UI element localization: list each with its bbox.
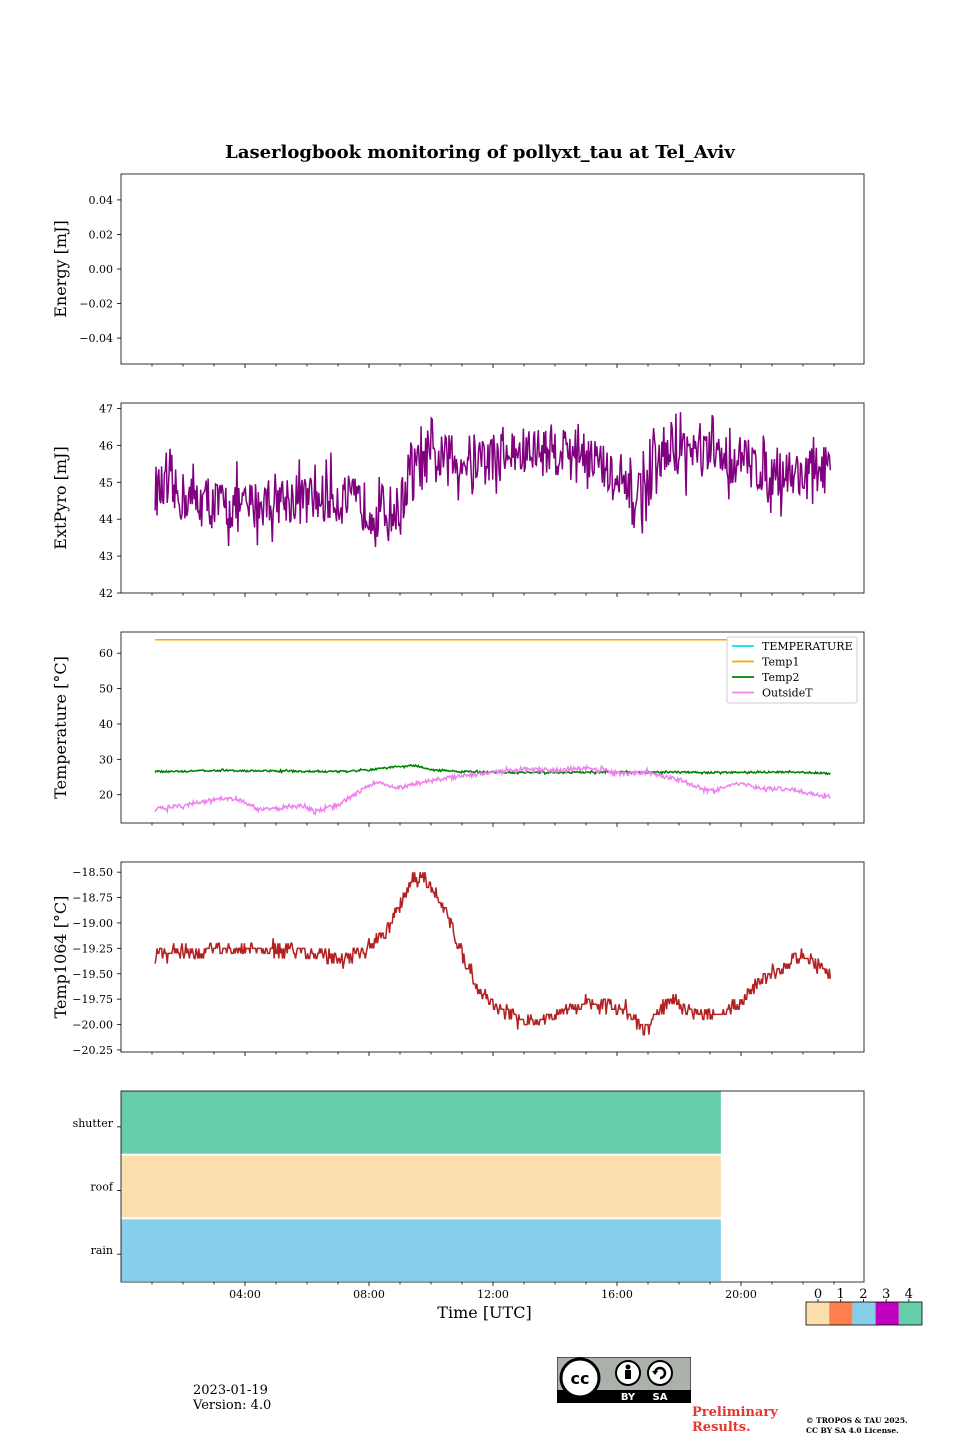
y-tick-label: 45	[99, 476, 113, 489]
panel-frame-1	[120, 173, 865, 365]
panel-frame-5	[120, 1090, 865, 1283]
y-tick-label: 42	[99, 587, 113, 600]
legend-label: TEMPERATURE	[762, 640, 853, 653]
series-line-OutsideT	[154, 763, 831, 816]
status-row-roof	[121, 1155, 721, 1218]
y-tick-label: −19.75	[72, 993, 113, 1006]
copyright-line1: © TROPOS & TAU 2025.	[806, 1416, 908, 1425]
panel-4: −18.50 −18.75 −19.00 −19.25 −19.50 −19.75 −20.…	[51, 866, 835, 1057]
x-tick-label: 04:00	[229, 1288, 261, 1301]
y-tick-label: 0.00	[89, 263, 114, 276]
status-row-shutter	[121, 1091, 721, 1154]
preliminary-results-note: Preliminary Results.	[692, 1405, 778, 1435]
colorbar-cell	[806, 1302, 830, 1325]
colorbar-cell	[875, 1302, 899, 1325]
colorbar-tick-label: 3	[882, 1287, 890, 1302]
colorbar-tick-label: 0	[814, 1287, 822, 1302]
x-tick-label: 12:00	[477, 1288, 509, 1301]
panel-frame-3	[120, 631, 865, 824]
sa-share-icon	[647, 1360, 673, 1386]
y-tick-label: −0.02	[79, 298, 113, 311]
status-row-label: roof	[90, 1181, 114, 1194]
colorbar-cell	[829, 1302, 853, 1325]
colorbar-tick-label: 4	[905, 1287, 913, 1302]
panel-1: 0.04 0.02 0.00 −0.02 −0.04 Energy [mJ]	[51, 194, 835, 368]
panel-2: 47 46 45 44 43 42 ExtPyro [mJ]	[51, 403, 835, 600]
plot-area	[154, 872, 832, 1036]
colorbar-frame	[805, 1301, 923, 1326]
y-tick-label: −0.04	[79, 332, 113, 345]
figure-title: Laserlogbook monitoring of pollyxt_tau a…	[225, 142, 735, 163]
copyright-note: © TROPOS & TAU 2025. CC BY SA 4.0 Licens…	[806, 1416, 908, 1436]
y-tick-label: 50	[99, 683, 113, 696]
status-row-label: rain	[91, 1244, 113, 1257]
legend-box	[726, 636, 858, 704]
status-row-rain	[121, 1219, 721, 1281]
panel-5: shutter roof rain 04:00 08:00 12:00 16:00 20:00…	[73, 1091, 835, 1322]
legend-label: Temp2	[762, 671, 799, 684]
panel-frame-2	[120, 402, 865, 594]
preliminary-line2: Results.	[692, 1420, 751, 1435]
plot-area	[154, 412, 832, 548]
x-tick-label: 08:00	[353, 1288, 385, 1301]
extpyro-line	[154, 412, 832, 548]
y-tick-label: −18.50	[72, 866, 113, 879]
y-tick-label: 46	[99, 439, 113, 452]
y-axis-label: Temperature [°C]	[51, 656, 70, 799]
colorbar-tick-label: 2	[859, 1287, 867, 1302]
y-tick-label: 20	[99, 789, 113, 802]
legend-label: OutsideT	[762, 687, 813, 700]
y-tick-label: 40	[99, 718, 113, 731]
y-tick-label: 47	[99, 403, 113, 416]
panel-frame-4	[120, 861, 865, 1053]
x-axis-label: Time [UTC]	[437, 1303, 531, 1322]
y-tick-label: 30	[99, 753, 113, 766]
preliminary-line1: Preliminary	[692, 1405, 778, 1420]
panel-3: 60 50 40 30 20 Temperature [°C] TEMPERATURE Tem…	[51, 636, 858, 827]
cc-by-sa-badge: cc BY SA	[556, 1356, 692, 1404]
colorbar-cell	[898, 1302, 922, 1325]
y-tick-label: 0.04	[89, 194, 114, 207]
y-axis-label: Temp1064 [°C]	[51, 896, 70, 1019]
y-tick-label: −20.00	[72, 1019, 113, 1032]
x-tick-label: 20:00	[725, 1288, 757, 1301]
status-row-label: shutter	[73, 1117, 114, 1130]
y-tick-label: −19.25	[72, 942, 113, 955]
y-axis-label: Energy [mJ]	[51, 220, 70, 318]
legend-label: Temp1	[762, 656, 799, 669]
svg-text:cc: cc	[571, 1369, 590, 1388]
y-tick-label: 44	[99, 513, 113, 526]
copyright-line2: CC BY SA 4.0 License.	[806, 1426, 899, 1435]
temp1064-line	[154, 872, 832, 1036]
cc-sa-label: SA	[653, 1392, 668, 1403]
x-tick-label: 16:00	[601, 1288, 633, 1301]
plot-area	[154, 639, 831, 816]
y-tick-label: −19.00	[72, 917, 113, 930]
y-tick-label: 60	[99, 647, 113, 660]
series-line-Temp2	[154, 763, 831, 776]
y-tick-label: −20.25	[72, 1044, 113, 1057]
y-tick-label: 43	[99, 550, 113, 563]
y-tick-label: −18.75	[72, 892, 113, 905]
colorbar-cell	[852, 1302, 876, 1325]
y-tick-label: 0.02	[89, 228, 114, 241]
colorbar-tick-label: 1	[837, 1287, 845, 1302]
y-tick-label: −19.50	[72, 968, 113, 981]
cc-icon	[559, 1357, 601, 1399]
y-axis-label: ExtPyro [mJ]	[51, 446, 70, 549]
date-label: 2023-01-19	[193, 1383, 268, 1398]
cc-by-label: BY	[621, 1392, 636, 1403]
version-label: Version: 4.0	[193, 1398, 272, 1413]
